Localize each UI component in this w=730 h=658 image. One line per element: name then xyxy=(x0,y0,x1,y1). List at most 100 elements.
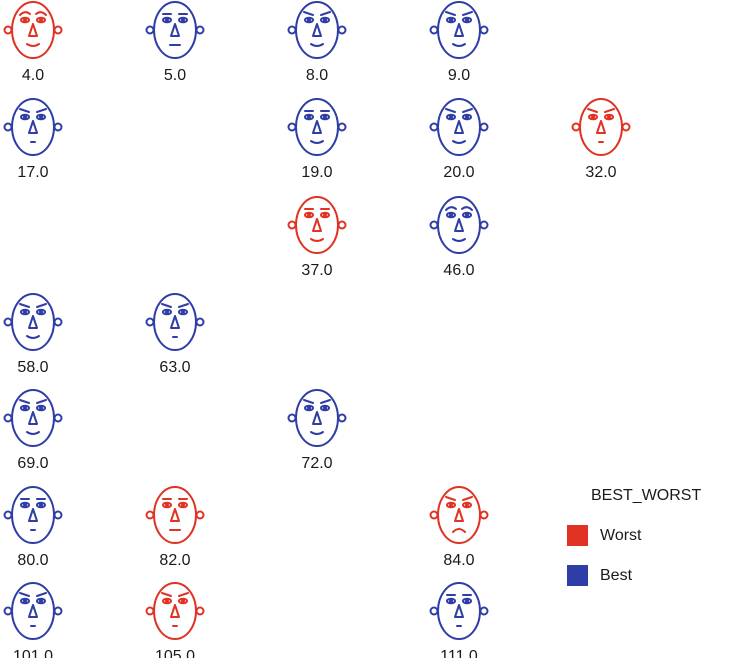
face-brow-right xyxy=(604,108,615,113)
face-pupil-right xyxy=(465,115,469,119)
face-brow-right xyxy=(178,303,189,308)
face-ear-left xyxy=(145,25,155,35)
face-pupil-right xyxy=(39,406,43,410)
face-brow-left xyxy=(19,592,30,597)
face-eye-right xyxy=(178,16,188,24)
face-eye-left xyxy=(20,308,30,316)
face-ear-right xyxy=(53,413,63,423)
face-head xyxy=(437,196,481,254)
face-head xyxy=(295,196,339,254)
face-brow-left xyxy=(445,496,456,501)
face-20-0: 20.0 xyxy=(429,98,489,181)
face-brow-right xyxy=(36,592,47,597)
face-eye-right xyxy=(462,597,472,605)
face-label: 72.0 xyxy=(301,455,332,472)
face-8-0: 8.0 xyxy=(287,1,347,84)
face-eye-left xyxy=(20,501,30,509)
face-82-0: 82.0 xyxy=(145,486,205,569)
face-head xyxy=(295,1,339,59)
face-pupil-right xyxy=(323,213,327,217)
face-brow-left xyxy=(303,11,314,16)
face-eye-right xyxy=(178,597,188,605)
face-eye-right xyxy=(462,211,472,219)
face-nose xyxy=(28,604,38,618)
face-pupil-right xyxy=(181,310,185,314)
face-label: 9.0 xyxy=(448,67,470,84)
face-pupil-left xyxy=(307,115,311,119)
face-pupil-right xyxy=(607,115,611,119)
face-ear-right xyxy=(337,122,347,132)
face-ear-left xyxy=(287,122,297,132)
face-84-0: 84.0 xyxy=(429,486,489,569)
face-mouth xyxy=(452,238,466,242)
face-head xyxy=(11,98,55,156)
face-brow-right xyxy=(320,399,331,404)
face-head xyxy=(11,486,55,544)
face-label: 4.0 xyxy=(22,67,44,84)
face-eye-right xyxy=(36,16,46,24)
face-ear-right xyxy=(337,220,347,230)
face-label: 46.0 xyxy=(443,262,474,279)
face-pupil-right xyxy=(323,115,327,119)
face-nose xyxy=(28,23,38,37)
legend-swatch-best xyxy=(567,565,588,586)
face-ear-left xyxy=(145,606,155,616)
face-head xyxy=(153,486,197,544)
face-ear-right xyxy=(53,606,63,616)
face-mouth xyxy=(26,43,40,47)
face-pupil-right xyxy=(39,503,43,507)
face-ear-right xyxy=(195,510,205,520)
face-pupil-left xyxy=(23,406,27,410)
face-nose xyxy=(170,315,180,329)
face-brow-right xyxy=(36,303,47,308)
face-brow-left xyxy=(19,11,31,16)
face-brow-left xyxy=(445,108,456,113)
face-69-0: 69.0 xyxy=(3,389,63,472)
face-pupil-left xyxy=(449,599,453,603)
face-eye-left xyxy=(162,501,172,509)
legend-swatch-worst xyxy=(567,525,588,546)
face-ear-left xyxy=(429,122,439,132)
face-eye-left xyxy=(20,597,30,605)
face-nose xyxy=(170,604,180,618)
face-eye-left xyxy=(446,113,456,121)
face-ear-left xyxy=(287,220,297,230)
face-nose xyxy=(312,411,322,425)
face-pupil-right xyxy=(465,213,469,217)
face-eye-left xyxy=(162,16,172,24)
face-19-0: 19.0 xyxy=(287,98,347,181)
face-brow-left xyxy=(19,108,30,113)
face-ear-left xyxy=(3,413,13,423)
face-eye-left xyxy=(304,211,314,219)
face-nose xyxy=(312,23,322,37)
face-ear-left xyxy=(3,510,13,520)
face-pupil-right xyxy=(323,406,327,410)
face-mouth xyxy=(310,431,324,435)
faces-layer: 4.0 5.0 8.0 9.0 17.0 19.0 20.0 32.0 37.0 46.0 58.0… xyxy=(3,1,631,658)
face-eye-right xyxy=(462,16,472,24)
face-label: 17.0 xyxy=(17,164,48,181)
face-brow-right xyxy=(178,592,189,597)
face-brow-right xyxy=(36,108,47,113)
face-nose xyxy=(28,508,38,522)
face-head xyxy=(11,582,55,640)
face-brow-left xyxy=(19,303,30,308)
face-ear-right xyxy=(337,25,347,35)
face-ear-left xyxy=(3,317,13,327)
face-ear-right xyxy=(621,122,631,132)
face-80-0: 80.0 xyxy=(3,486,63,569)
face-label: 105.0 xyxy=(155,648,195,658)
face-brow-left xyxy=(19,399,30,404)
face-brow-right xyxy=(461,206,473,211)
face-nose xyxy=(312,120,322,134)
face-brow-left xyxy=(587,108,598,113)
face-label: 101.0 xyxy=(13,648,53,658)
face-brow-left xyxy=(445,206,457,211)
face-eye-right xyxy=(36,308,46,316)
face-105-0: 105.0 xyxy=(145,582,205,658)
face-eye-right xyxy=(178,308,188,316)
face-72-0: 72.0 xyxy=(287,389,347,472)
face-ear-right xyxy=(195,606,205,616)
face-label: 111.0 xyxy=(440,648,478,658)
face-head xyxy=(295,389,339,447)
